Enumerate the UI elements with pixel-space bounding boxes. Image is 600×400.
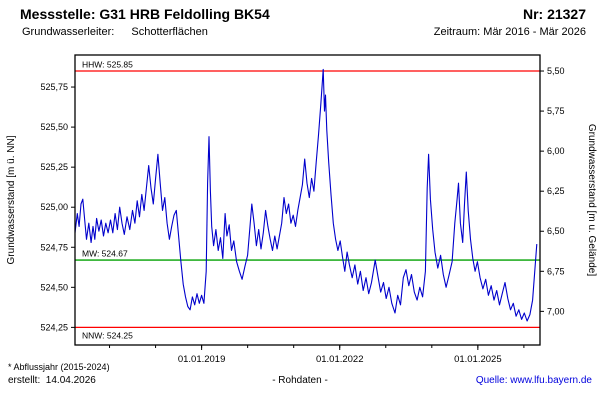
y-tick-label-left: 525,50 — [40, 122, 68, 132]
created-date: erstellt: 14.04.2026 — [8, 375, 96, 386]
series-rohdaten — [74, 68, 538, 322]
period-label: Zeitraum: Mär 2016 - Mär 2026 — [433, 26, 586, 38]
y-tick-label-right: 5,75 — [547, 106, 565, 116]
y-tick-label-right: 5,50 — [547, 66, 565, 76]
aquifer-group: Grundwasserleiter: Schotterflächen — [22, 26, 208, 38]
hhw-label: HHW: 525.85 — [82, 60, 133, 70]
footnote: * Abflussjahr (2015-2024) — [8, 362, 110, 372]
nnw-label: NNW: 524.25 — [82, 330, 133, 340]
subheader-row: Grundwasserleiter: Schotterflächen Zeitr… — [22, 26, 586, 38]
y-tick-label-right: 6,00 — [547, 146, 565, 156]
y-tick-label-left: 524,50 — [40, 282, 68, 292]
y-axis-title-left: Grundwasserstand [m ü. NN] — [6, 135, 17, 264]
header-row: Messstelle: G31 HRB Feldolling BK54 Nr: … — [20, 6, 586, 22]
aquifer-value: Schotterflächen — [131, 26, 208, 38]
y-tick-label-left: 525,25 — [40, 162, 68, 172]
plot-frame — [74, 54, 541, 346]
y-tick-label-right: 7,00 — [547, 306, 565, 316]
data-type-label: - Rohdaten - — [272, 375, 328, 386]
aquifer-label: Grundwasserleiter: — [22, 26, 115, 38]
y-tick-label-left: 525,00 — [40, 202, 68, 212]
y-tick-label-right: 6,25 — [547, 186, 565, 196]
y-tick-label-left: 524,25 — [40, 322, 68, 332]
mw-label: MW: 524.67 — [82, 249, 128, 259]
source-line: Quelle: www.lfu.bayern.de — [476, 375, 592, 386]
station-number: Nr: 21327 — [522, 6, 586, 22]
y-axis-title-right: Grundwasserstand [m u. Gelände] — [586, 124, 597, 277]
source-link[interactable]: www.lfu.bayern.de — [510, 375, 592, 386]
x-tick-label: 01.01.2019 — [178, 354, 226, 365]
station-title: Messstelle: G31 HRB Feldolling BK54 — [20, 6, 270, 22]
groundwater-chart: HHW: 525.85 MW: 524.67 NNW: 524.25 524,25 52… — [6, 54, 597, 365]
x-tick-label: 01.01.2022 — [316, 354, 364, 365]
y-tick-label-left: 524,75 — [40, 242, 68, 252]
x-tick-label: 01.01.2025 — [454, 354, 502, 365]
y-tick-label-right: 6,50 — [547, 226, 565, 236]
source-label: Quelle: — [475, 375, 511, 386]
y-tick-label-right: 6,75 — [547, 266, 565, 276]
y-tick-label-left: 525,75 — [40, 82, 68, 92]
